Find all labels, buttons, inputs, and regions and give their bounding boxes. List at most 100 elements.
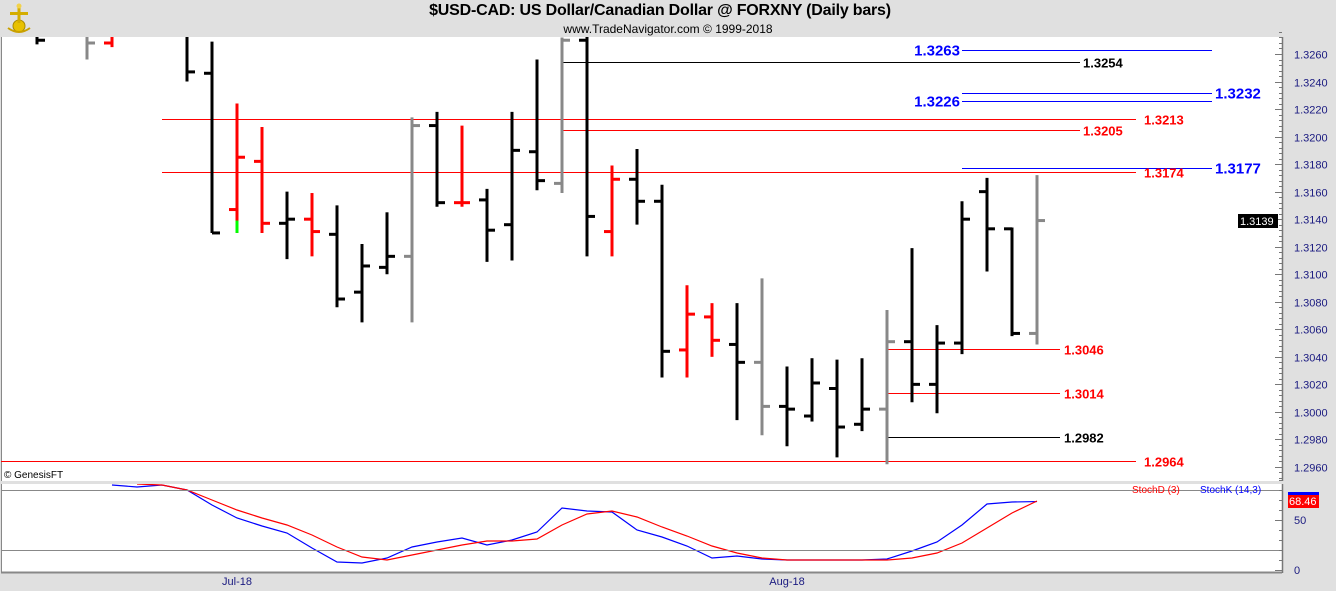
ohlc-bar xyxy=(479,188,495,262)
ohlc-bar xyxy=(429,111,445,207)
price-tick-label: 1.3200 xyxy=(1294,133,1328,145)
ohlc-bar xyxy=(1029,175,1045,345)
copyright-label: © GenesisFT xyxy=(4,470,63,481)
ohlc-bar xyxy=(454,125,470,207)
level-line: 1.3213 xyxy=(162,113,1184,128)
stochk-line xyxy=(111,484,1038,564)
level-label: 1.2982 xyxy=(1064,431,1104,446)
ohlc-bar xyxy=(254,126,270,233)
price-tick-label: 1.3180 xyxy=(1294,160,1328,172)
ohlc-bar xyxy=(35,37,45,45)
date-tick-label: Aug-18 xyxy=(769,576,804,588)
legend-stochd: StochD (3) xyxy=(1132,485,1180,496)
ohlc-bar xyxy=(204,41,220,235)
ohlc-bar xyxy=(85,37,95,60)
price-tick-label: 1.2960 xyxy=(1294,463,1328,475)
level-label: 1.3174 xyxy=(1144,166,1185,181)
legend-stochk: StochK (14,3) xyxy=(1200,485,1261,496)
last-stoch-marker: 68.46 xyxy=(1288,492,1319,508)
price-tick-label: 1.3060 xyxy=(1294,325,1328,337)
level-label: 1.3205 xyxy=(1083,124,1123,139)
price-tick-label: 1.3000 xyxy=(1294,408,1328,420)
price-tick-label: 1.3080 xyxy=(1294,298,1328,310)
price-axis[interactable]: 1.2960 1.2980 1.3000 1.3020 1.3040 1.3060 1.30… xyxy=(1275,32,1328,479)
stoch-panel[interactable] xyxy=(1,484,1282,573)
ohlc-bar xyxy=(354,243,370,323)
chart-title: $USD-CAD: US Dollar/Canadian Dollar @ FO… xyxy=(429,2,891,19)
ohlc-bar xyxy=(804,358,820,422)
price-tick-label: 1.3120 xyxy=(1294,243,1328,255)
ohlc-bar xyxy=(404,117,420,323)
ohlc-bar xyxy=(379,212,395,275)
price-panel[interactable] xyxy=(1,37,1282,481)
ohlc-bar xyxy=(104,37,114,48)
price-tick-label: 1.3260 xyxy=(1294,50,1328,62)
ohlc-bar xyxy=(904,248,920,403)
ohlc-bar xyxy=(329,205,345,308)
ohlc-bar xyxy=(185,37,195,82)
ohlc-bar xyxy=(229,103,245,233)
stoch-tick-label: 50 xyxy=(1294,515,1306,527)
price-tick-label: 1.3100 xyxy=(1294,270,1328,282)
ohlc-bar xyxy=(704,303,720,357)
chart-subtitle: www.TradeNavigator.com © 1999-2018 xyxy=(563,22,773,36)
level-label: 1.3226 xyxy=(914,94,960,111)
stochd-line xyxy=(136,484,1038,561)
price-tick-label: 1.3220 xyxy=(1294,105,1328,117)
level-line: 1.3254 xyxy=(562,56,1124,71)
date-axis[interactable]: Jul-18 Aug-18 xyxy=(222,576,805,588)
gold-sextant-logo-icon xyxy=(7,3,31,33)
ohlc-bar xyxy=(954,201,970,355)
level-label: 1.3232 xyxy=(1215,86,1261,103)
ohlc-bar xyxy=(729,303,745,421)
ohlc-bar xyxy=(979,177,995,272)
level-lines: 1.3263 1.3254 1.3232 1.3226 1.3213 1.3205 1.31… xyxy=(1,43,1261,470)
last-price-label: 1.3139 xyxy=(1240,216,1274,228)
level-label: 1.3254 xyxy=(1083,56,1124,71)
ohlc-bar xyxy=(654,184,670,378)
date-tick-label: Jul-18 xyxy=(222,576,252,588)
level-line: 1.3046 xyxy=(887,343,1104,358)
level-line: 1.3174 xyxy=(162,166,1185,181)
level-label: 1.3213 xyxy=(1144,113,1184,128)
level-line: 1.2964 xyxy=(1,455,1185,470)
ohlc-bar xyxy=(554,37,570,194)
level-line: 1.3205 xyxy=(562,124,1123,139)
ohlc-bar xyxy=(304,193,320,257)
ohlc-bar xyxy=(754,278,770,436)
ohlc-bar xyxy=(679,285,695,378)
stoch-lines xyxy=(111,484,1038,564)
level-label: 1.3046 xyxy=(1064,343,1104,358)
price-tick-label: 1.3020 xyxy=(1294,380,1328,392)
price-tick-label: 1.2980 xyxy=(1294,435,1328,447)
last-price-marker: 1.3139 xyxy=(1238,214,1278,228)
price-tick-label: 1.3240 xyxy=(1294,78,1328,90)
level-label: 1.3263 xyxy=(914,43,960,60)
ohlc-bar xyxy=(779,366,795,447)
level-label: 1.3177 xyxy=(1215,161,1261,178)
level-line: 1.3232 xyxy=(962,86,1261,103)
price-tick-label: 1.3040 xyxy=(1294,353,1328,365)
price-tick-label: 1.3140 xyxy=(1294,215,1328,227)
ohlc-bar xyxy=(1004,227,1020,337)
level-line: 1.3263 xyxy=(914,43,1212,60)
ohlc-bar xyxy=(604,165,620,257)
ohlc-bar xyxy=(504,111,520,261)
price-bars xyxy=(35,37,1045,465)
ohlc-bar xyxy=(829,359,845,458)
ohlc-bar xyxy=(879,310,895,465)
stoch-tick-label: 0 xyxy=(1294,565,1300,577)
level-label: 1.3014 xyxy=(1064,387,1105,402)
stoch-axis[interactable]: 0 50 xyxy=(1,480,1306,578)
ohlc-bar xyxy=(854,358,870,432)
ohlc-bar xyxy=(929,325,945,414)
level-line: 1.3014 xyxy=(887,387,1105,402)
level-line: 1.3177 xyxy=(962,161,1261,178)
level-line: 1.3226 xyxy=(914,94,1212,111)
ohlc-bar xyxy=(579,37,595,257)
price-tick-label: 1.3160 xyxy=(1294,188,1328,200)
ohlc-bar xyxy=(279,191,295,260)
level-line: 1.2982 xyxy=(887,431,1104,446)
